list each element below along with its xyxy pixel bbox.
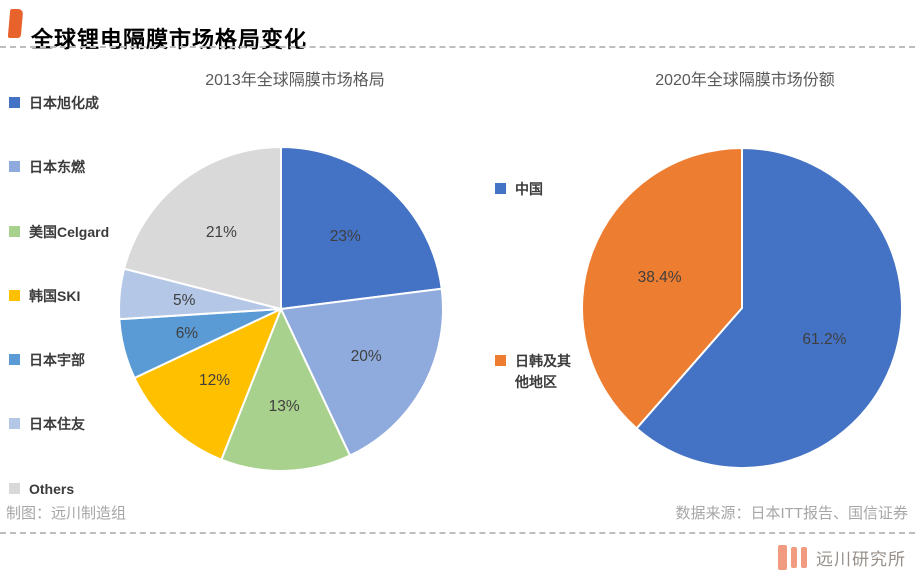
legend-item: 中国 [495,179,581,199]
pie-2020: 61.2% 38.4% [580,147,903,469]
footer-divider [0,532,915,534]
legend-swatch [495,355,506,367]
legend-item: 韩国SKI [9,286,109,306]
legend-item: Others [9,479,109,499]
pie-slice [133,308,282,461]
data-source-note: 数据来源：日本ITT报告、国信证券 [675,505,909,522]
legend-item: 日本东燃 [9,157,109,177]
legend-label: 美国Celgard [29,223,110,240]
pie-2013: 23% 20% 13% 12% 6% 5% 21% [118,146,444,472]
pie-slice [123,146,282,310]
legend-swatch [9,225,20,237]
brand-logo: 远川研究所 [778,545,906,570]
brand-name: 远川研究所 [816,550,906,569]
brand-bar-icon [778,545,787,570]
legend-swatch [9,418,20,430]
legend-swatch [9,161,20,173]
pie-slice-label: 6% [176,325,199,342]
legend-2013: 日本旭化成日本东燃美国Celgard 韩国SKI 日本宇部日本住友 Others [9,93,109,499]
pie-slice [635,147,903,469]
legend-label: 日本东燃 [29,159,85,176]
title-accent-bar [7,9,24,38]
pie-slice-label: 5% [173,292,196,309]
legend-item: 日韩及其他地区 [495,351,581,392]
legend-label: Others [29,480,75,497]
pie-slice-label: 61.2% [802,331,846,348]
legend-item: 美国Celgard [9,222,109,242]
pie-slice-label: 38.4% [638,269,682,286]
brand-bar-icon [801,547,807,568]
page-title: 全球锂电隔膜市场格局变化 [31,26,308,52]
legend-label: 日本旭化成 [29,95,99,111]
credit-note: 制图：远川制造组 [6,505,127,522]
chart-title-2020: 2020年全球隔膜市场份额 [655,72,835,89]
pie-slice [280,146,443,310]
legend-2020: 中国 日韩及其他地区 [495,179,581,392]
legend-label: 日本宇部 [29,352,85,369]
legend-label: 韩国SKI [29,287,81,304]
legend-item: 日本宇部 [9,350,109,370]
pie-slice-label: 23% [330,228,361,245]
legend-item: 日本旭化成 [9,93,109,113]
pie-slice [220,308,351,472]
pie-slice [580,147,743,430]
pie-slice-label: 12% [199,372,230,389]
legend-item: 日本住友 [9,414,109,434]
legend-swatch [9,482,20,494]
legend-swatch [495,183,506,194]
legend-label: 中国 [515,181,543,197]
brand-bar-icon [791,547,797,568]
legend-label: 日本住友 [29,416,85,433]
legend-swatch [9,354,20,366]
pie-slice-label: 13% [269,398,300,415]
header-divider [0,46,915,48]
pie-slice [280,287,444,457]
brand-bars-icon [778,545,807,570]
legend-label: 日韩及其他地区 [515,353,571,390]
legend-swatch [9,97,20,108]
legend-swatch [9,289,20,301]
chart-title-2013: 2013年全球隔膜市场格局 [205,72,385,89]
pie-slice-label: 20% [351,348,382,365]
pie-slice-label: 21% [206,224,237,241]
